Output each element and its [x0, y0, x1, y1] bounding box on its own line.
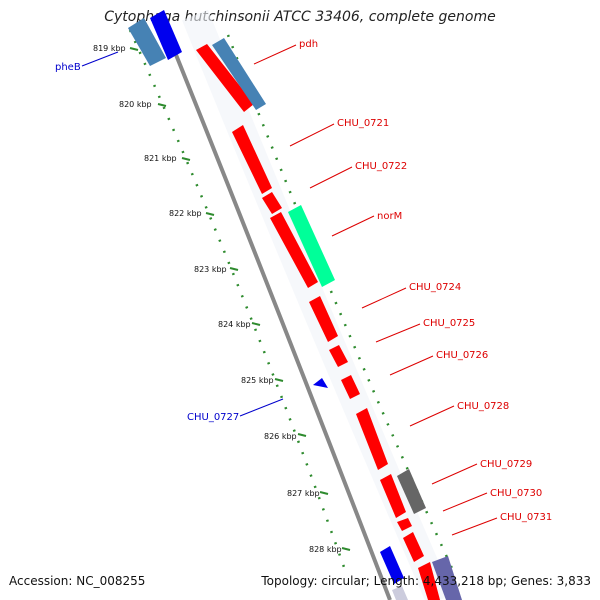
gene-chu-0721 — [232, 125, 272, 194]
gene-pheb-rna — [128, 18, 166, 66]
gene-label-chu-0725: CHU_0725 — [423, 318, 475, 329]
gene-label-pheb: pheB — [55, 62, 81, 73]
gene-chu-0728 — [356, 408, 388, 470]
kbp-ticks: 819 kbp 820 kbp 821 kbp 822 kbp 823 kbp … — [93, 44, 351, 554]
gene-chu-0726 — [341, 375, 360, 399]
gene-chu-0727 — [313, 378, 328, 388]
reverse-genes — [128, 10, 408, 600]
gene-chu-0731 — [397, 518, 412, 531]
gene-norm — [288, 205, 335, 287]
gene-label-chu-0729: CHU_0729 — [480, 459, 532, 470]
gene-label-chu-0728: CHU_0728 — [457, 401, 509, 412]
genome-backbone — [158, 14, 392, 600]
gene-bottom-blue — [380, 546, 404, 584]
tick-label-819: 819 kbp — [93, 44, 126, 53]
gene-pdh-rna — [212, 38, 266, 110]
tick-label-823: 823 kbp — [194, 265, 227, 274]
gene-labels: pheB pdh CHU_0721 CHU_0722 norM CHU_0724… — [55, 39, 552, 523]
gene-label-chu-0722: CHU_0722 — [355, 161, 407, 172]
gene-bottom-2 — [432, 556, 462, 600]
genome-summary: Topology: circular; Length: 4,433,218 bp… — [261, 574, 591, 588]
gene-pdh — [196, 44, 254, 112]
tick-label-825: 825 kbp — [241, 376, 274, 385]
dotted-guide-tracks — [128, 29, 457, 576]
gene-label-pdh: pdh — [299, 39, 318, 50]
gene-label-chu-0724: CHU_0724 — [409, 282, 461, 293]
gene-label-chu-0730: CHU_0730 — [490, 488, 542, 499]
label-leader-lines — [81, 44, 498, 536]
gene-chu-0724 — [309, 296, 338, 342]
gene-chu-0729 — [397, 469, 426, 514]
gene-chu-0722 — [262, 192, 282, 214]
gene-label-chu-0731: CHU_0731 — [500, 512, 552, 523]
gene-label-chu-0726: CHU_0726 — [436, 350, 488, 361]
gene-chu-0730 — [380, 474, 406, 518]
forward-genes — [196, 38, 462, 600]
tick-label-824: 824 kbp — [218, 320, 251, 329]
gene-chu-0722b — [270, 212, 318, 288]
tick-label-826: 826 kbp — [264, 432, 297, 441]
gene-pheb — [150, 10, 182, 60]
gene-label-norm: norM — [377, 211, 402, 222]
tick-label-827: 827 kbp — [287, 489, 320, 498]
gene-label-chu-0727: CHU_0727 — [187, 412, 239, 423]
gene-chu-0731b — [403, 532, 424, 562]
gene-bottom-faint — [392, 586, 408, 600]
gene-label-chu-0721: CHU_0721 — [337, 118, 389, 129]
gene-bottom-1 — [418, 562, 440, 600]
tick-label-828: 828 kbp — [309, 545, 342, 554]
tick-label-821: 821 kbp — [144, 154, 177, 163]
gene-chu-0725 — [329, 345, 348, 367]
accession-text: Accession: NC_008255 — [9, 574, 146, 588]
tick-label-822: 822 kbp — [169, 209, 202, 218]
tick-label-820: 820 kbp — [119, 100, 152, 109]
